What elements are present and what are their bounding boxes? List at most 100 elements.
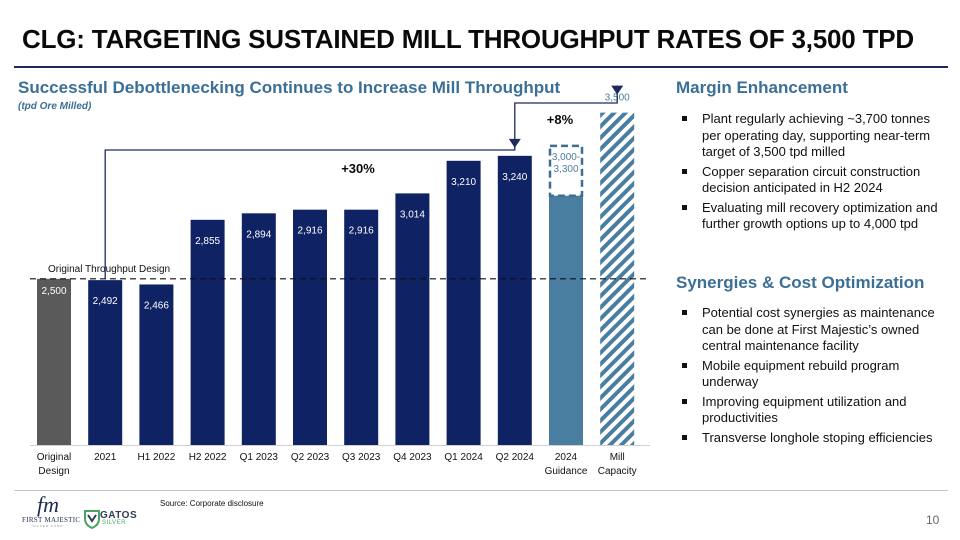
first-majestic-monogram: fm	[37, 492, 59, 517]
gatos-shield-icon	[84, 510, 100, 529]
data-label-8: 3,210	[451, 177, 476, 188]
tick-label-line: Q2 2023	[291, 452, 330, 463]
data-label-line: 3,210	[451, 177, 476, 188]
data-label-line: 2,916	[297, 226, 322, 237]
bar-4	[241, 213, 276, 445]
gatos-silver-logo: GATOS SILVER	[84, 508, 144, 530]
bar-1	[88, 280, 123, 445]
tick-label-line: H1 2022	[137, 452, 175, 463]
data-label-line: 2,894	[246, 229, 271, 240]
list-item: Copper separation circuit construction d…	[676, 164, 946, 197]
page-title: CLG: TARGETING SUSTAINED MILL THROUGHPUT…	[22, 24, 914, 54]
gatos-wordmark: GATOS	[100, 510, 138, 521]
data-label-line: 3,240	[502, 172, 527, 183]
growth-label-0: +30%	[341, 161, 375, 176]
tick-label-5: Q2 2023	[291, 452, 330, 463]
data-label-6: 2,916	[349, 226, 374, 237]
data-label-1: 2,492	[93, 296, 118, 307]
bullet-square-icon	[682, 398, 687, 404]
first-majestic-wordmark: FIRST MAJESTIC	[22, 516, 81, 524]
tick-label-line: Design	[38, 466, 69, 477]
tick-label-11: Mill Capacity	[598, 452, 637, 477]
tick-label-line: Q1 2024	[444, 452, 483, 463]
data-label-line: 2,466	[144, 300, 169, 311]
tick-label-line: 2021	[94, 452, 117, 463]
tick-label-6: Q3 2023	[342, 452, 381, 463]
bullet-square-icon	[682, 310, 687, 315]
bullet-square-icon	[682, 362, 687, 368]
data-label-line: 2,492	[93, 296, 118, 307]
tick-label-line: Q3 2023	[342, 452, 381, 463]
bar-8	[446, 160, 481, 446]
data-label-9: 3,240	[502, 172, 527, 183]
gatos-subword: SILVER	[102, 520, 126, 526]
data-label-10: 3,000-3,300	[552, 152, 580, 175]
data-label-line: 2,855	[195, 236, 220, 247]
bar-2	[139, 284, 174, 445]
data-label-5: 2,916	[297, 226, 322, 237]
page-number: 10	[926, 513, 940, 527]
bar-5	[293, 209, 327, 445]
reference-line-label: Original Throughput Design	[48, 264, 170, 275]
bullet-square-icon	[682, 116, 687, 121]
data-label-line: 3,014	[400, 209, 425, 220]
tick-label-line: Q4 2023	[393, 452, 432, 463]
margin-enhancement-title: Margin Enhancement	[676, 78, 848, 97]
margin-enhancement-list: Plant regularly achieving ~3,700 tonnes …	[676, 111, 946, 236]
bullet-text: Mobile equipment rebuild program underwa…	[702, 357, 900, 390]
bullet-text: Improving equipment utilization and prod…	[702, 393, 907, 426]
data-label-4: 2,894	[246, 229, 271, 240]
throughput-chart: Original Throughput Design 2,500 2,492 2,46…	[30, 85, 650, 477]
tick-label-4: Q1 2023	[240, 452, 279, 463]
data-label-3: 2,855	[195, 236, 220, 247]
bar-3	[190, 219, 225, 445]
tick-label-line: Capacity	[598, 466, 637, 477]
chart-units: (tpd Ore Milled)	[18, 101, 92, 112]
data-label-0: 2,500	[41, 286, 66, 297]
title-divider	[14, 66, 948, 68]
list-item: Plant regularly achieving ~3,700 tonnes …	[676, 111, 946, 161]
tick-label-8: Q1 2024	[444, 452, 483, 463]
tick-label-line: Mill	[610, 452, 625, 463]
bar-10	[549, 195, 583, 445]
tick-label-7: Q4 2023	[393, 452, 432, 463]
tick-label-line: Q1 2023	[240, 452, 279, 463]
tick-label-2: H1 2022	[137, 452, 175, 463]
tick-label-line: Original	[37, 452, 71, 463]
bar-7	[395, 193, 430, 445]
bullet-text: Copper separation circuit construction d…	[702, 163, 921, 196]
footer-divider	[14, 490, 948, 491]
source-note: Source: Corporate disclosure	[160, 499, 264, 508]
tick-label-9: Q2 2024	[496, 452, 535, 463]
data-label-7: 3,014	[400, 209, 425, 220]
bullet-square-icon	[682, 204, 687, 210]
list-item: Evaluating mill recovery optimization an…	[676, 200, 946, 233]
data-label-line: 2,500	[41, 286, 66, 297]
bar-9	[497, 155, 532, 446]
guidance-range-box	[548, 144, 584, 197]
bar-6	[344, 209, 379, 445]
tick-label-3: H2 2022	[189, 452, 227, 463]
bullet-square-icon	[682, 168, 687, 174]
list-item: Mobile equipment rebuild program underwa…	[676, 358, 946, 391]
first-majestic-logo: fm FIRST MAJESTIC SILVER CORP	[22, 492, 81, 538]
tick-label-line: 2024	[555, 452, 578, 463]
chart-title: Successful Debottlenecking Continues to …	[18, 78, 561, 97]
bullet-text: Potential cost synergies as maintenance …	[702, 305, 935, 353]
tick-label-1: 2021	[94, 452, 117, 463]
bullet-text: Transverse longhole stoping efficiencies	[702, 429, 933, 445]
tick-label-line: Q2 2024	[496, 452, 535, 463]
list-item: Improving equipment utilization and prod…	[676, 394, 946, 427]
tick-label-line: H2 2022	[189, 452, 227, 463]
data-label-line: 3,300	[553, 164, 578, 175]
list-item: Transverse longhole stoping efficiencies	[676, 430, 946, 447]
tick-label-line: Guidance	[545, 466, 588, 477]
bar-0	[37, 278, 71, 445]
synergies-list: Potential cost synergies as maintenance …	[676, 305, 946, 449]
bullet-text: Plant regularly achieving ~3,700 tonnes …	[702, 111, 931, 159]
first-majestic-tagline: SILVER CORP	[32, 524, 64, 528]
tick-label-0: Original Design	[37, 452, 71, 477]
bullet-text: Evaluating mill recovery optimization an…	[702, 199, 938, 232]
arrow-head-icon	[611, 85, 624, 95]
growth-label-1: +8%	[547, 112, 574, 127]
